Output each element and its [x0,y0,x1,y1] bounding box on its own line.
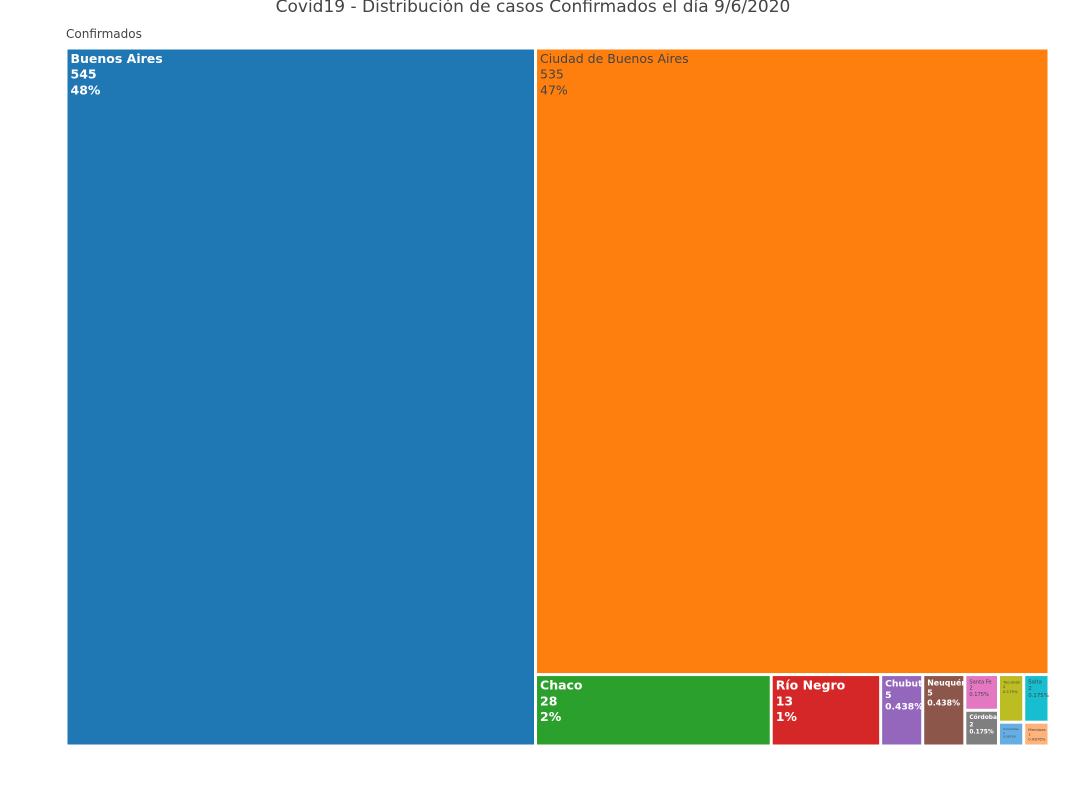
tile-label: 0.175% [1003,689,1018,694]
treemap-tile [966,676,997,709]
treemap-tile [67,49,535,745]
tile-label: 47% [540,82,568,97]
tile-label: Chaco [540,678,583,693]
tile-label: 0.438% [885,701,923,712]
tile-label: 48% [71,82,101,97]
tile-label: 5 [885,690,891,701]
tile-label: 0.175% [969,730,994,736]
tile-label: 0.438% [927,698,960,707]
tile-label: 2% [540,709,562,724]
tile-label: Salta [1028,679,1042,685]
treemap-tile [999,723,1023,745]
tile-label: Buenos Aires [71,51,163,66]
treemap-tile [882,676,922,745]
tile-label: 0.0876% [1003,735,1016,739]
tile-label: Ciudad de Buenos Aires [540,51,689,66]
tile-label: 2 [1003,684,1006,689]
root-label: Confirmados [66,27,142,41]
tile-label: Mendoza [1028,727,1046,732]
treemap-tile [537,49,1048,674]
tile-label: 28 [540,693,557,708]
tile-label: 1 [1003,731,1005,735]
tile-label: Tucumán [1002,679,1021,684]
tile-label: Chubut [885,678,923,689]
tile-label: 545 [71,67,97,82]
tile-label: 2 [1028,686,1031,692]
tile-label: 0.175% [1028,693,1049,699]
tile-label: 1 [1028,732,1031,737]
treemap-tile [1025,676,1048,721]
treemap-tile [1025,723,1048,745]
tile-label: 0.0876% [1028,737,1046,742]
treemap-tile [966,711,997,745]
tile-label: 2 [969,722,973,728]
tile-label: 5 [927,689,932,698]
tile-label: Neuquén [927,678,967,688]
tile-label: Santa Fe [969,679,991,685]
treemap-tile [772,676,880,745]
treemap-tile [537,676,770,745]
chart-title: Covid19 - Distribución de casos Confirma… [276,0,791,17]
tile-label: Corrientes [1003,727,1019,731]
treemap-tile [999,676,1023,721]
tile-label: 535 [540,67,564,82]
tile-label: 13 [776,693,793,708]
tile-label: 0.175% [969,692,989,698]
treemap-tile [924,676,964,745]
tile-label: Río Negro [776,678,846,693]
tile-label: Córdoba [969,714,997,721]
tile-label: 1% [776,709,798,724]
tile-label: 2 [969,686,972,692]
